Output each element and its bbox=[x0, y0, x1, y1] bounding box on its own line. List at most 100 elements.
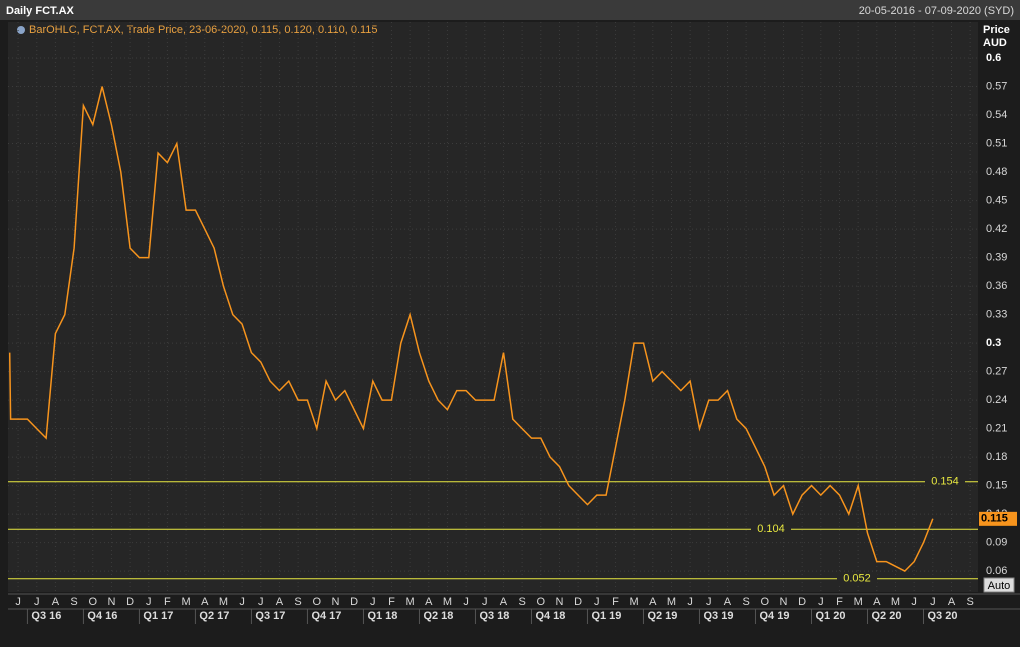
quarter-label: Q1 18 bbox=[367, 610, 397, 622]
auto-button-label[interactable]: Auto bbox=[988, 580, 1011, 592]
y-tick-label: 0.45 bbox=[986, 194, 1007, 206]
x-tick-label: J bbox=[34, 596, 40, 608]
quarter-label: Q2 18 bbox=[423, 610, 453, 622]
y-tick-label: 0.27 bbox=[986, 365, 1007, 377]
x-tick-label: M bbox=[406, 596, 415, 608]
level-label: 0.154 bbox=[931, 476, 959, 488]
x-tick-label: N bbox=[555, 596, 563, 608]
x-tick-label: M bbox=[630, 596, 639, 608]
y-tick-label: 0.6 bbox=[986, 52, 1001, 64]
quarter-label: Q2 20 bbox=[871, 610, 901, 622]
x-tick-label: J bbox=[239, 596, 245, 608]
legend: BarOHLC, FCT.AX, Trade Price, 23-06-2020… bbox=[29, 24, 378, 36]
y-tick-label: 0.48 bbox=[986, 166, 1007, 178]
y-axis-label: Price bbox=[983, 24, 1010, 36]
quarter-label: Q3 19 bbox=[703, 610, 733, 622]
x-tick-label: J bbox=[482, 596, 488, 608]
x-tick-label: J bbox=[594, 596, 600, 608]
x-tick-label: A bbox=[425, 596, 433, 608]
y-tick-label: 0.54 bbox=[986, 109, 1007, 121]
level-label: 0.104 bbox=[757, 523, 785, 535]
y-tick-label: 0.39 bbox=[986, 251, 1007, 263]
x-tick-label: J bbox=[818, 596, 824, 608]
price-line bbox=[8, 86, 934, 573]
x-tick-label: F bbox=[164, 596, 171, 608]
legend-icon bbox=[17, 26, 25, 34]
x-tick-label: J bbox=[911, 596, 917, 608]
x-tick-label: A bbox=[500, 596, 508, 608]
x-tick-label: A bbox=[724, 596, 732, 608]
header-bar bbox=[0, 0, 1020, 20]
x-tick-label: A bbox=[948, 596, 956, 608]
x-tick-label: N bbox=[107, 596, 115, 608]
x-tick-label: D bbox=[126, 596, 134, 608]
x-tick-label: M bbox=[219, 596, 228, 608]
x-tick-label: S bbox=[294, 596, 301, 608]
x-tick-label: M bbox=[443, 596, 452, 608]
x-tick-label: D bbox=[798, 596, 806, 608]
quarter-label: Q1 20 bbox=[815, 610, 845, 622]
x-tick-label: A bbox=[649, 596, 657, 608]
x-tick-label: O bbox=[761, 596, 770, 608]
quarter-label: Q2 17 bbox=[199, 610, 229, 622]
x-tick-label: F bbox=[388, 596, 395, 608]
level-label-box bbox=[925, 475, 965, 488]
x-tick-label: M bbox=[182, 596, 191, 608]
y-tick-label: 0.36 bbox=[986, 280, 1007, 292]
last-price-box bbox=[979, 511, 1017, 526]
y-tick-label: 0.24 bbox=[986, 394, 1007, 406]
x-tick-label: J bbox=[370, 596, 376, 608]
y-tick-label: 0.3 bbox=[986, 337, 1001, 349]
x-tick-label: O bbox=[88, 596, 97, 608]
x-tick-label: F bbox=[612, 596, 619, 608]
y-tick-label: 0.42 bbox=[986, 223, 1007, 235]
y-tick-label: 0.51 bbox=[986, 137, 1007, 149]
quarter-label: Q1 17 bbox=[143, 610, 173, 622]
level-label: 0.052 bbox=[843, 573, 871, 585]
quarter-label: Q3 16 bbox=[31, 610, 61, 622]
x-tick-label: D bbox=[350, 596, 358, 608]
y-axis-unit: AUD bbox=[983, 37, 1007, 49]
x-tick-label: M bbox=[891, 596, 900, 608]
x-tick-label: F bbox=[836, 596, 843, 608]
x-tick-label: A bbox=[52, 596, 60, 608]
quarter-label: Q4 19 bbox=[759, 610, 789, 622]
quarter-label: Q4 18 bbox=[535, 610, 565, 622]
x-tick-label: J bbox=[706, 596, 712, 608]
x-tick-label: J bbox=[15, 596, 21, 608]
x-tick-label: O bbox=[537, 596, 546, 608]
level-label-box bbox=[751, 523, 791, 536]
x-tick-label: S bbox=[518, 596, 525, 608]
x-tick-label: S bbox=[742, 596, 749, 608]
x-tick-label: N bbox=[331, 596, 339, 608]
quarter-label: Q2 19 bbox=[647, 610, 677, 622]
y-tick-label: 0.06 bbox=[986, 565, 1007, 577]
quarter-label: Q4 17 bbox=[311, 610, 341, 622]
x-tick-label: J bbox=[687, 596, 693, 608]
y-tick-label: 0.57 bbox=[986, 80, 1007, 92]
x-tick-label: M bbox=[854, 596, 863, 608]
y-tick-label: 0.15 bbox=[986, 479, 1007, 491]
x-tick-label: O bbox=[312, 596, 321, 608]
x-tick-label: J bbox=[146, 596, 152, 608]
x-tick-label: S bbox=[70, 596, 77, 608]
x-tick-label: M bbox=[667, 596, 676, 608]
last-price-label: 0.115 bbox=[981, 513, 1008, 525]
x-tick-label: A bbox=[201, 596, 209, 608]
x-tick-label: A bbox=[873, 596, 881, 608]
quarter-label: Q3 17 bbox=[255, 610, 285, 622]
auto-button[interactable] bbox=[983, 577, 1015, 593]
y-tick-label: 0.33 bbox=[986, 308, 1007, 320]
quarter-label: Q3 18 bbox=[479, 610, 509, 622]
x-tick-label: J bbox=[930, 596, 936, 608]
y-tick-label: 0.09 bbox=[986, 537, 1007, 549]
x-tick-label: D bbox=[574, 596, 582, 608]
x-tick-label: A bbox=[276, 596, 284, 608]
quarter-label: Q4 16 bbox=[87, 610, 117, 622]
quarter-label: Q3 20 bbox=[927, 610, 957, 622]
x-tick-label: J bbox=[463, 596, 469, 608]
plot-area bbox=[8, 22, 978, 592]
quarter-label: Q1 19 bbox=[591, 610, 621, 622]
date-range: 20-05-2016 - 07-09-2020 (SYD) bbox=[859, 5, 1014, 17]
